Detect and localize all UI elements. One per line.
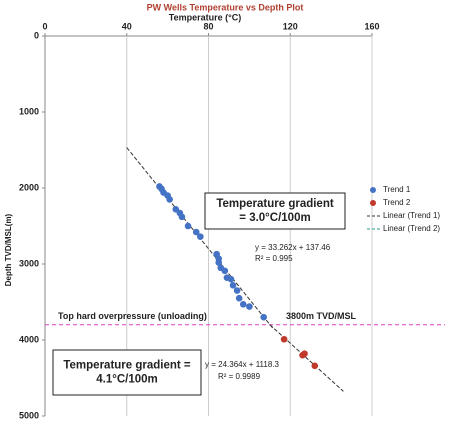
y-tick-label: 4000 <box>19 334 39 344</box>
point <box>233 287 241 294</box>
y-tick-label: 0 <box>34 30 39 40</box>
point <box>229 281 237 289</box>
x-tick-label: 0 <box>42 21 47 31</box>
legend-marker <box>370 200 376 206</box>
point <box>178 213 186 221</box>
point <box>197 233 204 240</box>
legend-label: Trend 1 <box>383 185 411 194</box>
annotation-text: 4.1°C/100m <box>96 374 158 386</box>
x-axis-label: Temperature (°C) <box>169 12 241 22</box>
annotation-text: Temperature gradient <box>216 198 334 210</box>
trend-equation: y = 24.364x + 1118.3 <box>205 360 280 369</box>
point <box>235 294 243 302</box>
point <box>221 267 229 275</box>
annotation-box <box>52 349 202 396</box>
y-tick-label: 5000 <box>19 410 39 420</box>
legend-label: Trend 2 <box>383 198 411 207</box>
point <box>311 362 319 370</box>
annotation-text: Temperature gradient = <box>63 360 191 372</box>
legend-label: Linear (Trend 1) <box>383 211 440 220</box>
trend-r2: R² = 0.9989 <box>218 372 261 381</box>
y-tick-label: 3000 <box>19 258 39 268</box>
y-tick-label: 1000 <box>19 106 39 116</box>
legend-marker <box>370 187 376 193</box>
y-tick-label: 2000 <box>19 182 39 192</box>
x-tick-label: 40 <box>122 21 132 31</box>
point <box>260 313 267 321</box>
reference-label: Top hard overpressure (unloading) <box>58 311 207 321</box>
point <box>227 275 235 283</box>
point <box>184 222 192 230</box>
chart-title: PW Wells Temperature vs Depth Plot <box>147 2 304 12</box>
trend-r2: R² = 0.995 <box>255 254 293 263</box>
point <box>280 335 288 343</box>
annotation-text: = 3.0°C/100m <box>239 212 310 224</box>
point <box>166 196 173 203</box>
y-axis-label: Depth TVD/MSL(m) <box>4 213 13 286</box>
legend-label: Linear (Trend 2) <box>383 224 440 233</box>
trendline <box>269 324 344 392</box>
point <box>239 300 247 308</box>
x-tick-label: 120 <box>283 21 298 31</box>
point <box>246 303 253 310</box>
point <box>301 350 308 357</box>
point <box>192 228 200 236</box>
point <box>215 259 223 266</box>
trend-equation: y = 33.262x + 137.46 <box>255 243 331 252</box>
x-tick-label: 80 <box>203 21 213 31</box>
reference-value-label: 3800m TVD/MSL <box>286 311 357 321</box>
annotation-box <box>204 192 346 230</box>
x-tick-label: 160 <box>364 21 379 31</box>
